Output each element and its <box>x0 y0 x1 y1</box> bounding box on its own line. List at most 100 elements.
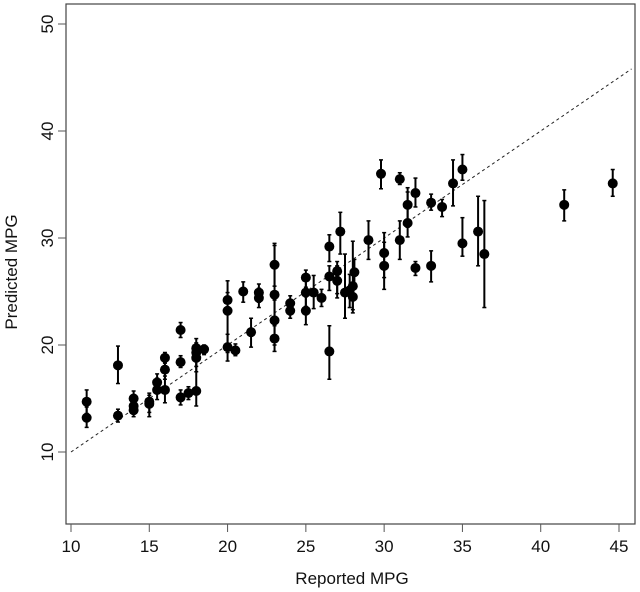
x-axis-title: Reported MPG <box>295 569 408 588</box>
point-marker <box>175 357 186 368</box>
x-tick-label: 10 <box>62 537 81 556</box>
point-marker <box>269 289 280 300</box>
data-point <box>128 402 139 418</box>
point-marker <box>402 199 413 210</box>
data-point <box>376 159 387 190</box>
x-tick-label: 45 <box>610 537 629 556</box>
point-marker <box>363 235 374 246</box>
point-marker <box>191 343 202 354</box>
point-marker <box>324 346 335 357</box>
data-point <box>335 211 346 255</box>
data-point <box>112 345 123 385</box>
point-marker <box>222 305 233 316</box>
point-marker <box>376 168 387 179</box>
point-marker <box>448 178 459 189</box>
point-marker <box>473 226 484 237</box>
data-point <box>175 389 186 406</box>
data-point <box>363 220 374 261</box>
point-marker <box>410 188 421 199</box>
point-marker <box>332 275 343 286</box>
point-marker <box>112 360 123 371</box>
data-point <box>238 281 249 303</box>
point-marker <box>437 201 448 212</box>
point-marker <box>300 305 311 316</box>
data-point <box>410 177 421 208</box>
point-marker <box>379 260 390 271</box>
data-point <box>324 234 335 263</box>
y-axis-title: Predicted MPG <box>2 214 21 329</box>
data-point <box>230 343 241 357</box>
data-point <box>253 287 264 309</box>
data-point <box>437 198 448 218</box>
y-tick-label: 40 <box>38 122 57 141</box>
point-marker <box>347 281 358 292</box>
data-point <box>426 250 437 283</box>
point-marker <box>230 345 241 356</box>
point-marker <box>300 287 311 298</box>
data-point <box>191 337 202 359</box>
x-tick-label: 35 <box>453 537 472 556</box>
point-marker <box>81 412 92 423</box>
point-marker <box>159 364 170 375</box>
data-point <box>426 193 437 211</box>
point-marker <box>222 342 233 353</box>
point-marker <box>426 197 437 208</box>
data-point <box>349 258 360 286</box>
point-marker <box>394 235 405 246</box>
point-marker <box>335 226 346 237</box>
point-marker <box>253 292 264 303</box>
y-tick-label: 50 <box>38 15 57 34</box>
data-point <box>285 302 296 319</box>
data-point <box>324 265 335 292</box>
point-marker <box>222 295 233 306</box>
x-tick-label: 20 <box>218 537 237 556</box>
point-marker <box>300 272 311 283</box>
x-axis: 10 15 20 25 30 35 40 45 <box>62 524 629 556</box>
data-point <box>175 354 186 369</box>
plot-frame <box>65 3 636 525</box>
identity-reference-line <box>70 68 632 453</box>
point-marker <box>457 238 468 249</box>
y-axis: 10 20 30 40 50 <box>38 15 66 462</box>
data-point <box>246 317 257 348</box>
point-marker <box>191 386 202 397</box>
data-point <box>559 189 570 222</box>
point-marker <box>559 199 570 210</box>
point-marker <box>324 271 335 282</box>
x-tick-label: 25 <box>296 537 315 556</box>
y-tick-label: 10 <box>38 443 57 462</box>
point-marker <box>479 249 490 260</box>
point-marker <box>238 286 249 297</box>
point-marker <box>199 344 210 355</box>
point-marker <box>316 292 327 303</box>
y-tick-label: 30 <box>38 229 57 248</box>
data-point <box>402 191 413 229</box>
data-point <box>222 291 233 310</box>
data-point <box>222 333 233 362</box>
data-point <box>300 296 311 326</box>
point-marker <box>457 164 468 175</box>
point-marker <box>112 410 123 421</box>
point-marker <box>349 267 360 278</box>
point-marker <box>246 327 257 338</box>
point-marker <box>144 398 155 409</box>
x-tick-label: 40 <box>531 537 550 556</box>
data-point <box>308 274 319 310</box>
point-marker <box>426 260 437 271</box>
point-marker <box>81 396 92 407</box>
data-point <box>607 168 618 198</box>
point-marker <box>269 333 280 344</box>
data-point <box>479 199 490 309</box>
data-point <box>183 385 194 401</box>
data-point <box>379 241 390 291</box>
x-tick-label: 30 <box>375 537 394 556</box>
point-marker <box>152 384 163 395</box>
point-marker <box>183 388 194 399</box>
point-marker <box>308 287 319 298</box>
data-point <box>457 153 468 181</box>
point-marker <box>324 241 335 252</box>
data-point <box>152 377 163 401</box>
data-point <box>324 324 335 380</box>
point-marker <box>159 352 170 363</box>
